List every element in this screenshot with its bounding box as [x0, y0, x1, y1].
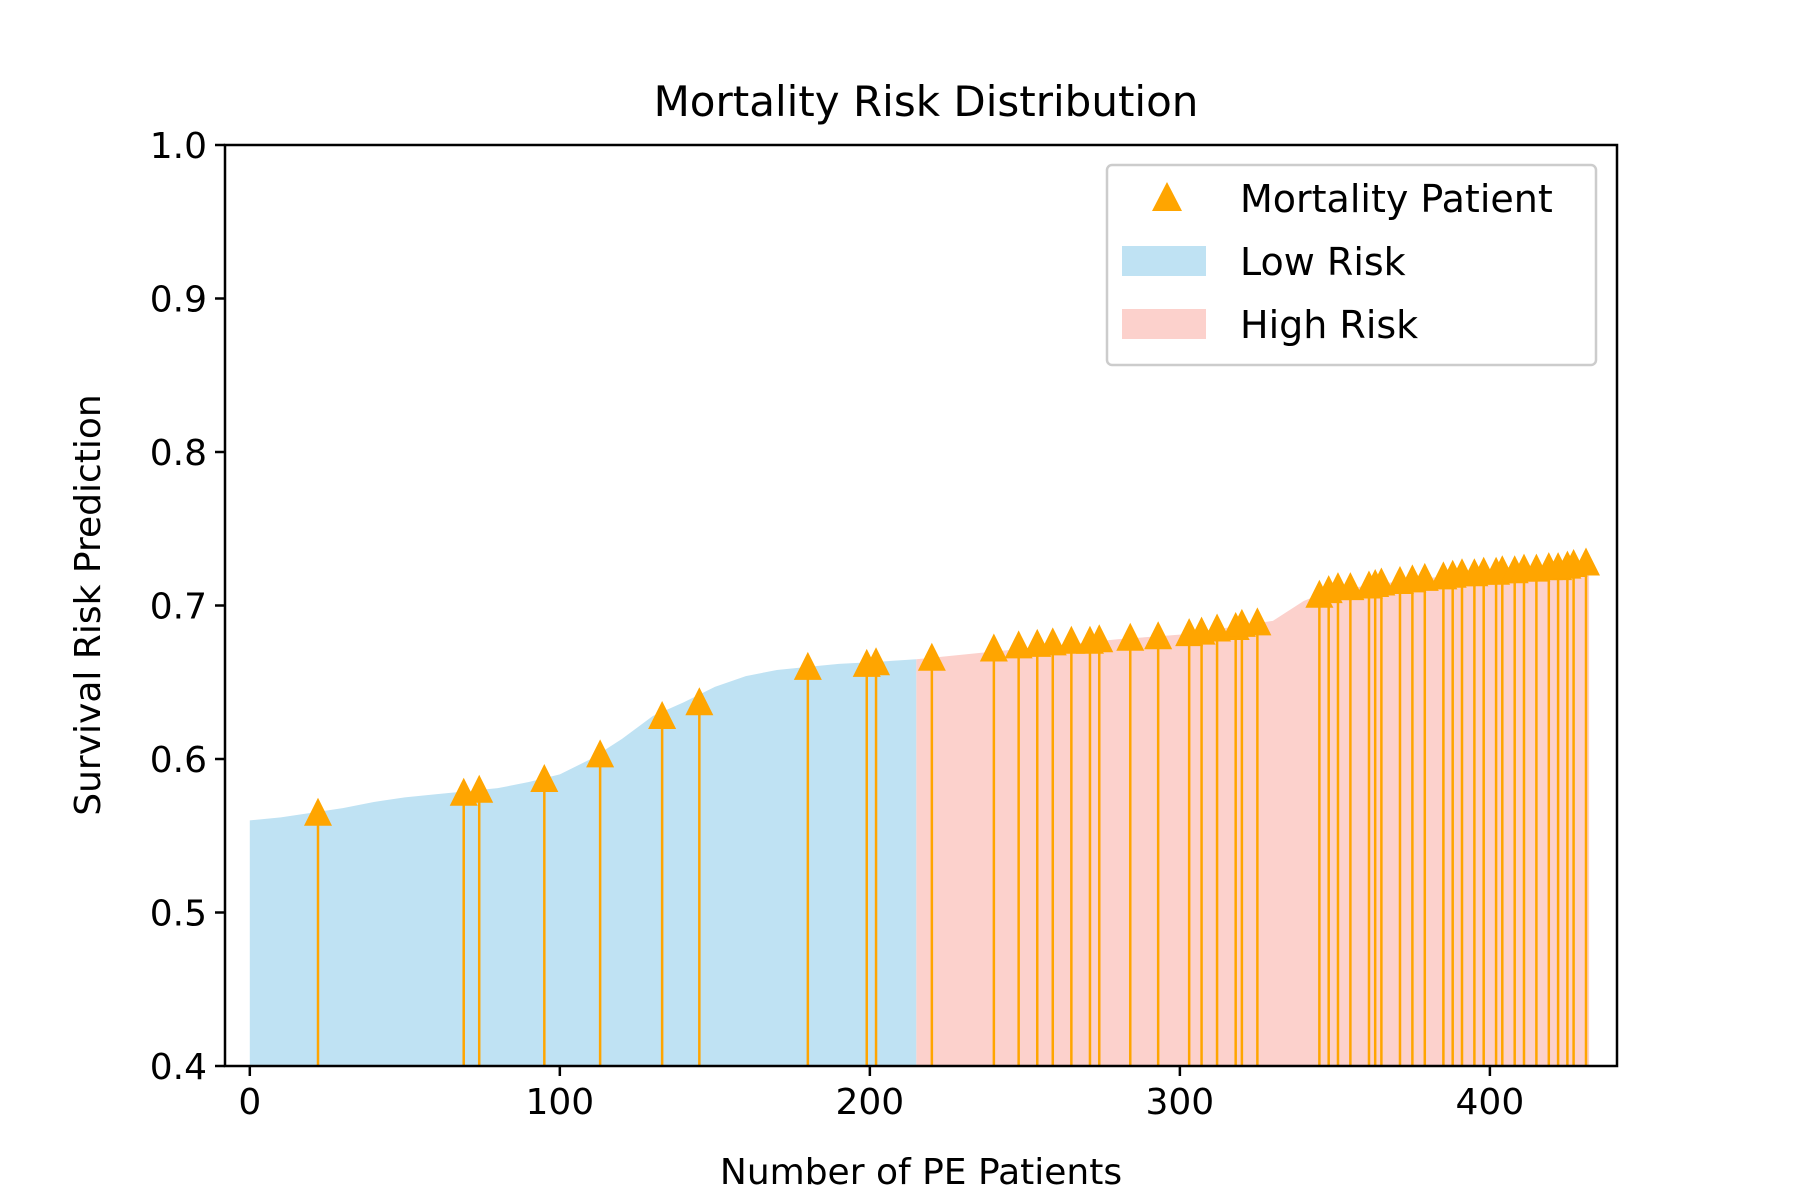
mortality-marker	[1336, 572, 1365, 601]
x-tick-label: 400	[1456, 1082, 1525, 1123]
mortality-marker	[1144, 621, 1173, 650]
mortality-marker	[862, 647, 891, 676]
mortality-marker	[793, 651, 822, 680]
x-tick-label: 200	[835, 1082, 904, 1123]
y-tick-label: 0.8	[150, 433, 207, 474]
legend-low-risk-label: Low Risk	[1240, 240, 1406, 284]
mortality-marker	[1085, 624, 1114, 653]
mortality-marker	[530, 763, 559, 792]
chart-title: Mortality Risk Distribution	[654, 77, 1199, 126]
mortality-marker	[1057, 625, 1086, 654]
y-tick-label: 0.7	[150, 587, 207, 628]
y-axis-ticks: 0.4 0.5 0.6 0.7 0.8 0.9 1.0	[150, 126, 225, 1088]
mortality-marker	[979, 633, 1008, 662]
mortality-stems	[316, 562, 1588, 1066]
mortality-marker	[1116, 622, 1145, 651]
mortality-marker	[1038, 627, 1067, 656]
legend-high-risk-label: High Risk	[1240, 303, 1418, 347]
legend-low-risk-swatch	[1122, 246, 1206, 276]
risk-area-fills	[249, 559, 1590, 1066]
legend-high-risk-swatch	[1122, 309, 1206, 339]
x-tick-label: 0	[238, 1082, 261, 1123]
mortality-marker	[1004, 630, 1033, 659]
x-axis-label: Number of PE Patients	[720, 1152, 1122, 1193]
mortality-marker	[1571, 547, 1600, 576]
mortality-marker	[648, 701, 677, 730]
mortality-markers	[304, 547, 1600, 826]
mortality-marker	[1367, 567, 1396, 596]
mortality-marker	[465, 774, 494, 803]
y-tick-label: 0.6	[150, 740, 207, 781]
mortality-marker	[304, 797, 333, 826]
x-tick-label: 300	[1146, 1082, 1215, 1123]
legend: Mortality Patient Low Risk High Risk	[1105, 163, 1598, 367]
y-axis-label: Survival Risk Prediction	[68, 394, 109, 816]
mortality-marker	[685, 687, 714, 716]
mortality-marker	[1203, 613, 1232, 642]
mortality-marker	[586, 739, 615, 768]
y-tick-label: 0.9	[150, 280, 207, 321]
y-tick-label: 0.4	[150, 1047, 207, 1088]
legend-box	[1105, 163, 1598, 367]
x-axis-ticks: 0 100 200 300 400	[238, 1066, 1524, 1123]
mortality-marker	[917, 642, 946, 671]
y-tick-label: 1.0	[150, 126, 207, 167]
legend-mortality-triangle-icon	[1152, 182, 1182, 211]
legend-mortality-label: Mortality Patient	[1240, 177, 1553, 221]
x-tick-label: 100	[525, 1082, 594, 1123]
risk-area-high	[916, 559, 1590, 1066]
y-tick-label: 0.5	[150, 894, 207, 935]
risk-area-low	[249, 659, 917, 1066]
mortality-marker	[1410, 562, 1439, 591]
mortality-marker	[1243, 607, 1272, 636]
